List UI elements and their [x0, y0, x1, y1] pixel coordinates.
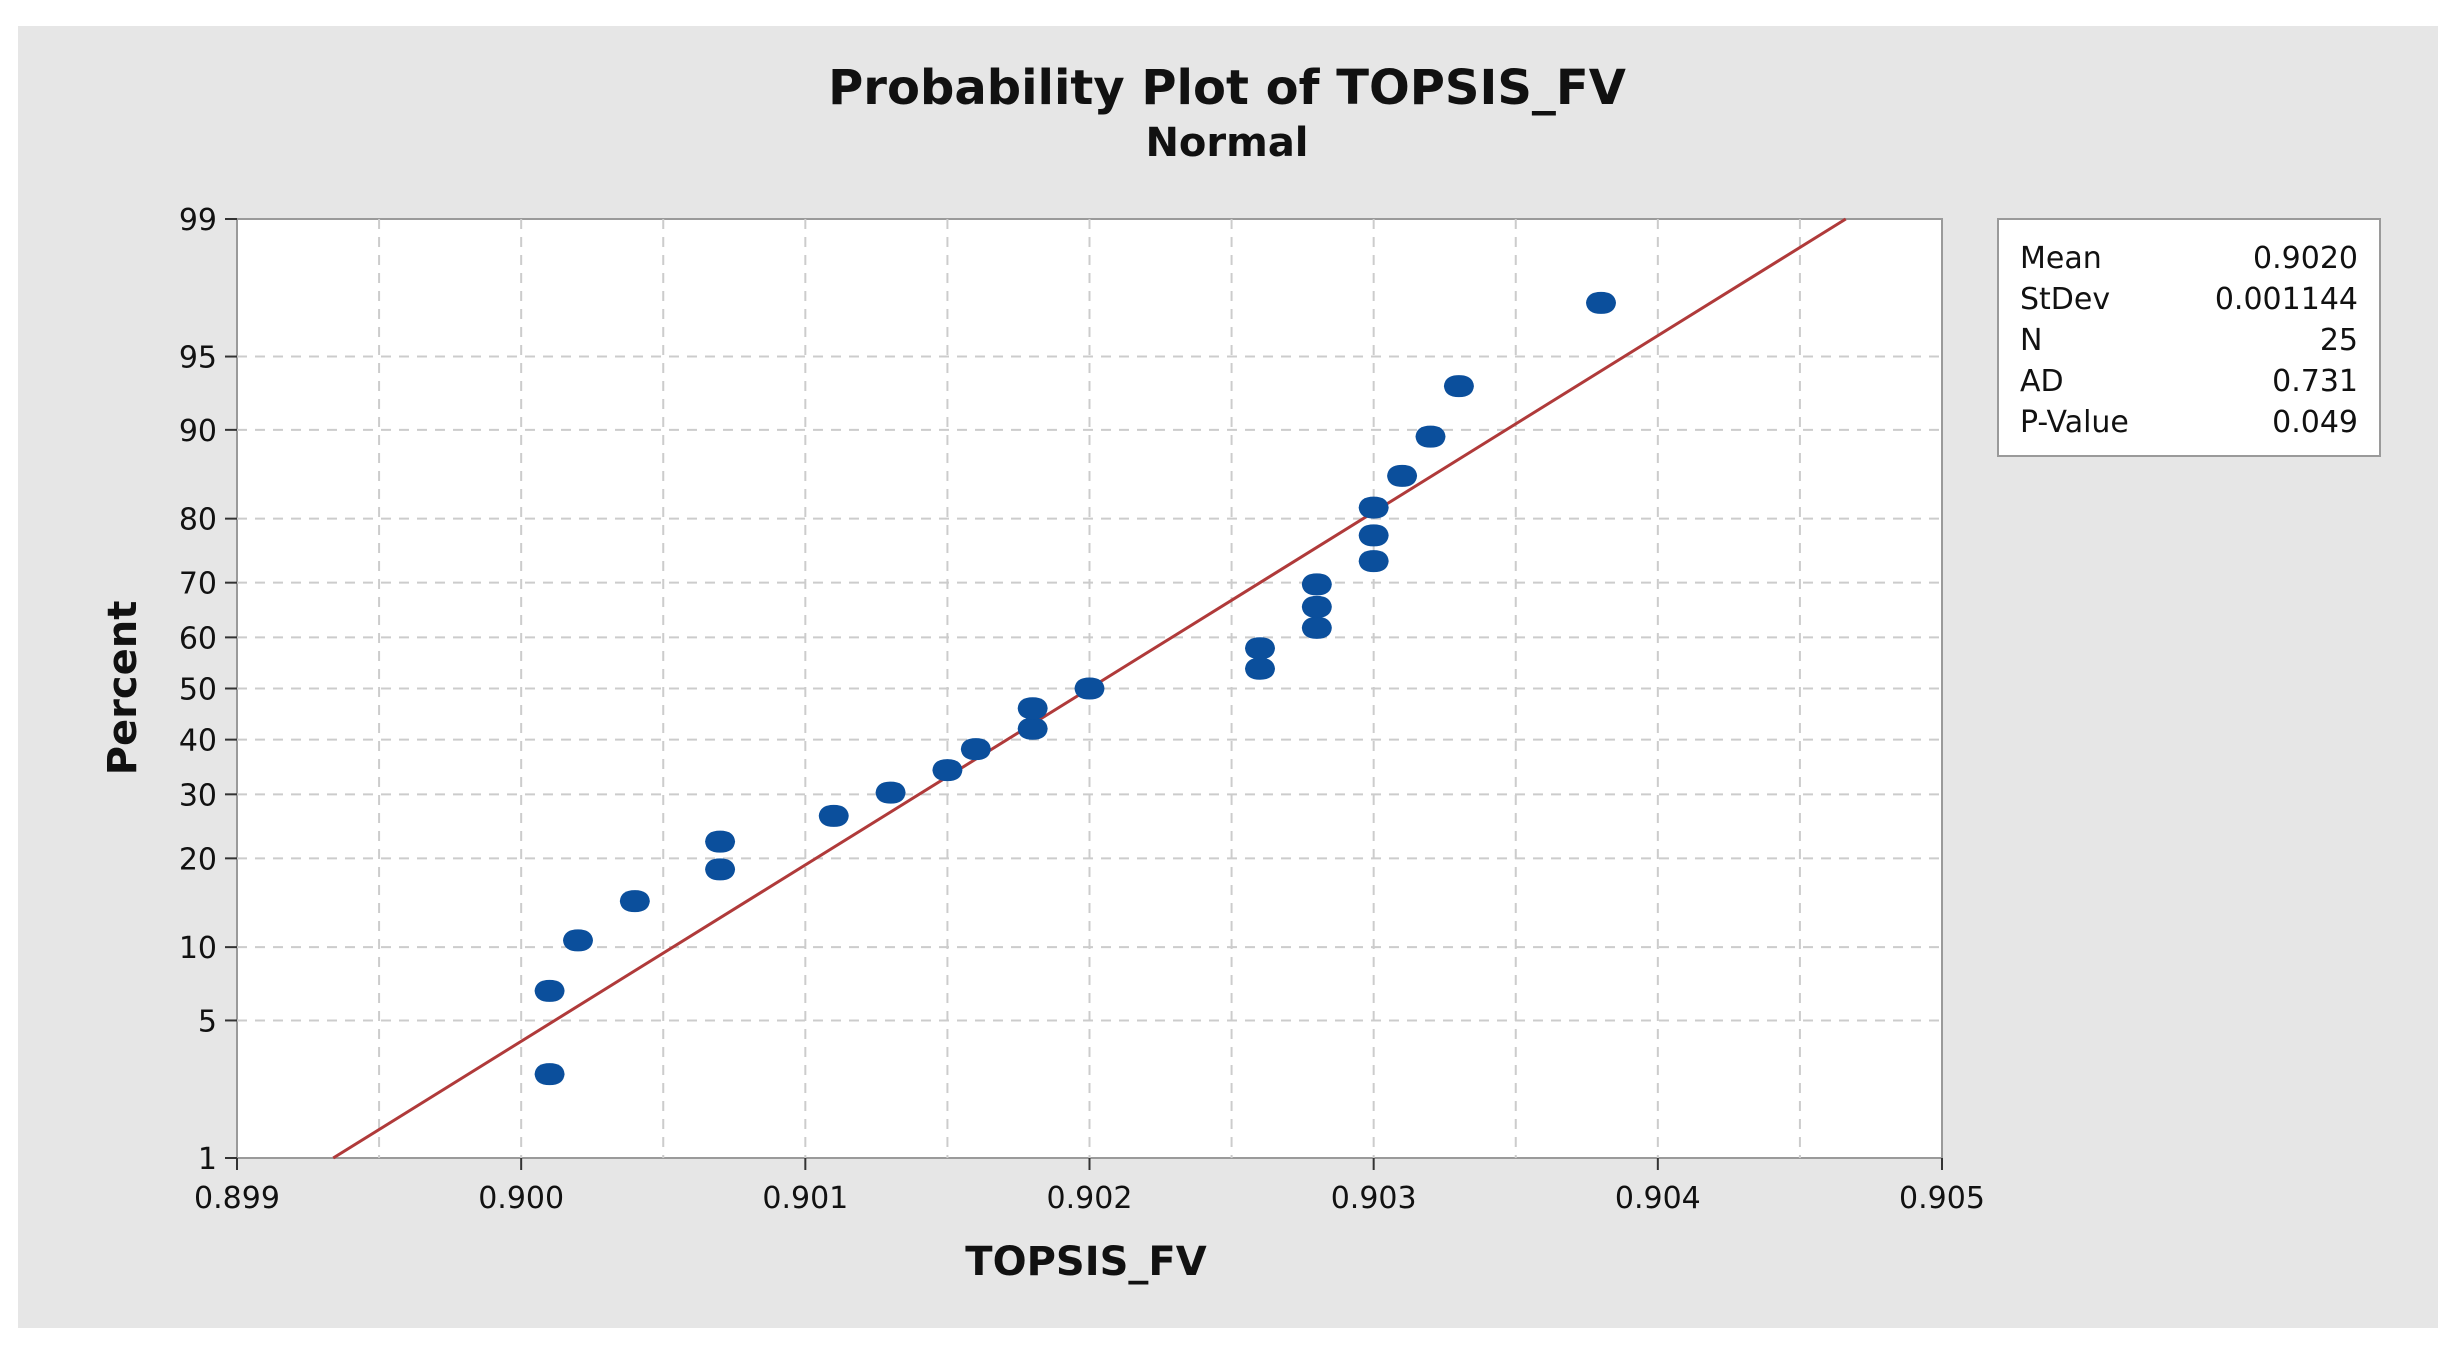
- data-point: [1245, 657, 1275, 680]
- data-point: [818, 804, 849, 827]
- legend-box: [1997, 218, 2381, 457]
- x-tick-label: 0.900: [478, 1181, 564, 1216]
- legend-stat-label: P-Value: [2020, 405, 2129, 440]
- y-tick-label: 40: [179, 724, 217, 759]
- data-point: [960, 738, 991, 761]
- data-point: [1387, 464, 1418, 487]
- x-tick-label: 0.899: [194, 1181, 280, 1216]
- legend-stat-label: Mean: [2020, 241, 2102, 276]
- legend-stat-label: N: [2020, 323, 2042, 358]
- y-tick-label: 99: [179, 203, 217, 238]
- y-tick-label: 30: [179, 778, 217, 813]
- y-tick-label: 20: [179, 842, 217, 877]
- data-point: [1301, 595, 1332, 618]
- y-axis-ticks: 1 5 10 20 30 40 50 60 70 80 90 95 99: [179, 203, 237, 1177]
- stats-legend: Mean 0.9020 StDev 0.001144 N 25 AD 0.731 P-Value…: [1997, 218, 2381, 457]
- data-point: [1415, 425, 1446, 448]
- legend-stat-label: AD: [2020, 364, 2064, 399]
- data-point: [1017, 717, 1048, 740]
- x-axis-label: TOPSIS_FV: [965, 1239, 1206, 1285]
- data-point: [1301, 573, 1332, 596]
- data-point: [1358, 550, 1389, 573]
- x-tick-label: 0.904: [1615, 1181, 1701, 1216]
- probability-plot: Probability Plot of TOPSIS_FV Normal 151…: [100, 60, 2381, 1285]
- y-tick-label: 95: [179, 341, 217, 376]
- legend-stat-value: 0.731: [2272, 364, 2358, 399]
- legend-stat-value: 0.049: [2272, 405, 2358, 440]
- y-tick-label: 80: [179, 503, 217, 538]
- x-tick-label: 0.903: [1331, 1181, 1417, 1216]
- data-point: [1245, 637, 1275, 660]
- x-tick-label: 0.905: [1899, 1181, 1985, 1216]
- x-tick-label: 0.901: [762, 1181, 848, 1216]
- legend-stat-value: 0.001144: [2215, 282, 2358, 317]
- data-point: [563, 929, 593, 952]
- data-point: [619, 890, 650, 913]
- data-point: [1586, 291, 1616, 314]
- x-tick-label: 0.902: [1047, 1181, 1133, 1216]
- data-point: [1358, 496, 1389, 519]
- y-tick-label: 5: [198, 1004, 217, 1039]
- data-point: [705, 858, 736, 881]
- y-tick-label: 60: [179, 621, 217, 656]
- data-points: [534, 291, 1616, 1086]
- data-point: [1443, 375, 1474, 398]
- data-point: [932, 759, 963, 782]
- legend-stat-value: 25: [2320, 323, 2358, 358]
- x-axis-ticks: 0.899 0.900 0.901 0.902 0.903 0.904 0.905: [194, 1158, 1985, 1216]
- data-point: [1017, 697, 1048, 720]
- chart-subtitle: Normal: [1145, 120, 1308, 166]
- legend-stat-label: StDev: [2020, 282, 2110, 317]
- y-axis-label: Percent: [100, 601, 146, 776]
- data-point: [705, 830, 736, 853]
- chart-title: Probability Plot of TOPSIS_FV: [828, 60, 1626, 116]
- y-tick-label: 70: [179, 567, 217, 602]
- legend-stat-value: 0.9020: [2253, 241, 2358, 276]
- y-tick-label: 90: [179, 414, 217, 449]
- y-tick-label: 10: [179, 931, 217, 966]
- data-point: [1301, 616, 1332, 639]
- y-tick-label: 50: [179, 673, 217, 708]
- data-point: [534, 979, 565, 1002]
- data-point: [1358, 524, 1389, 547]
- y-tick-label: 1: [198, 1142, 217, 1177]
- data-point: [534, 1063, 565, 1086]
- data-point: [875, 781, 906, 804]
- data-point: [1074, 677, 1105, 700]
